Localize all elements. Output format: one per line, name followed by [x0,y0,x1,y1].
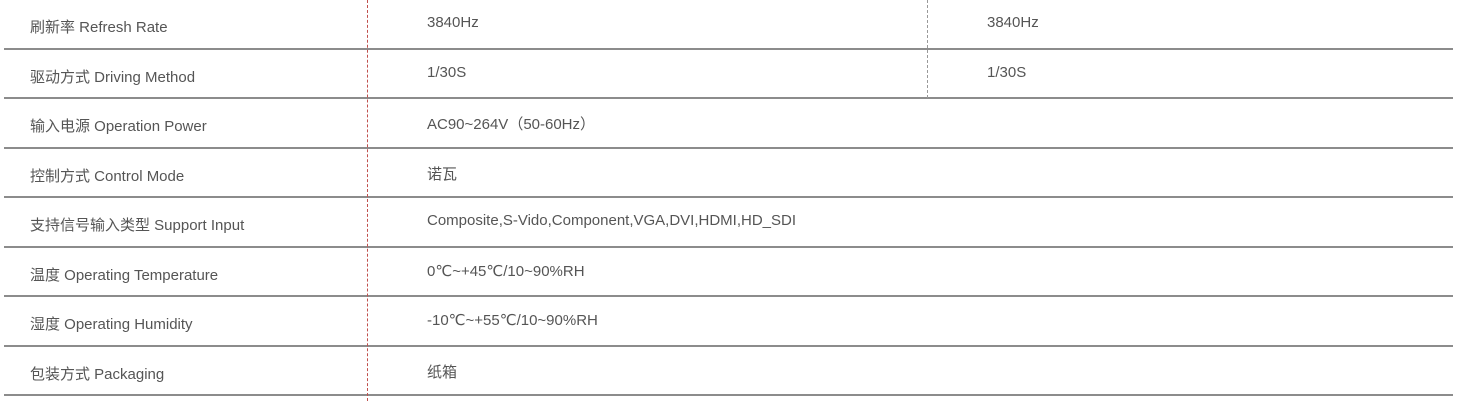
spec-value: -10℃~+55℃/10~90%RH [427,312,598,329]
spec-row-operating-humidity: 湿度 Operating Humidity -10℃~+55℃/10~90%RH [4,297,1453,347]
spec-label: 湿度 Operating Humidity [30,316,193,333]
spec-label: 支持信号输入类型 Support Input [30,217,245,234]
spec-value-2: 1/30S [987,63,1027,81]
column-divider-red [367,0,368,401]
spec-label: 温度 Operating Temperature [30,266,219,284]
spec-row-support-input: 支持信号输入类型 Support Input Composite,S-Vido,… [4,198,1453,248]
spec-value: AC90~264V（50-60Hz） [427,116,596,133]
spec-value: Composite,S-Vido,Component,VGA,DVI,HDMI,… [427,212,797,229]
spec-row-driving-method: 驱动方式 Driving Method 1/30S 1/30S [4,50,1453,99]
spec-value-2: 3840Hz [987,14,1039,31]
spec-row-operation-power: 输入电源 Operation Power AC90~264V（50-60Hz） [4,99,1453,149]
spec-value: 3840Hz [427,14,479,31]
spec-value: 1/30S [427,63,467,81]
spec-label: 包装方式 Packaging [30,365,165,383]
spec-label: 刷新率 Refresh Rate [30,19,168,36]
spec-row-control-mode: 控制方式 Control Mode 诺瓦 [4,149,1453,198]
spec-label: 输入电源 Operation Power [30,118,207,135]
spec-value: 诺瓦 [427,165,458,183]
spec-row-packaging: 包装方式 Packaging 纸箱 [4,347,1453,396]
spec-label: 控制方式 Control Mode [30,167,185,185]
spec-value: 0℃~+45℃/10~90%RH [427,262,585,280]
spec-row-operating-temperature: 温度 Operating Temperature 0℃~+45℃/10~90%R… [4,248,1453,297]
column-divider-gray [927,0,928,98]
spec-row-refresh-rate: 刷新率 Refresh Rate 3840Hz 3840Hz [4,0,1453,50]
spec-label: 驱动方式 Driving Method [30,68,196,86]
spec-value: 纸箱 [427,363,458,381]
spec-table: 刷新率 Refresh Rate 3840Hz 3840Hz 驱动方式 Driv… [4,0,1453,396]
